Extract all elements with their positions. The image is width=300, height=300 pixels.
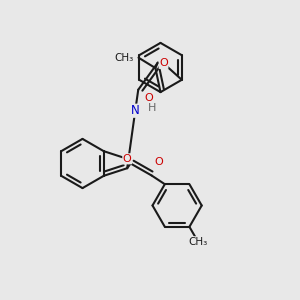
- Text: O: O: [145, 93, 154, 103]
- Text: O: O: [155, 158, 164, 167]
- Text: CH₃: CH₃: [115, 53, 134, 63]
- Text: CH₃: CH₃: [188, 237, 208, 247]
- Text: O: O: [159, 58, 168, 68]
- Text: O: O: [123, 154, 132, 164]
- Text: H: H: [148, 103, 156, 113]
- Text: N: N: [131, 104, 140, 117]
